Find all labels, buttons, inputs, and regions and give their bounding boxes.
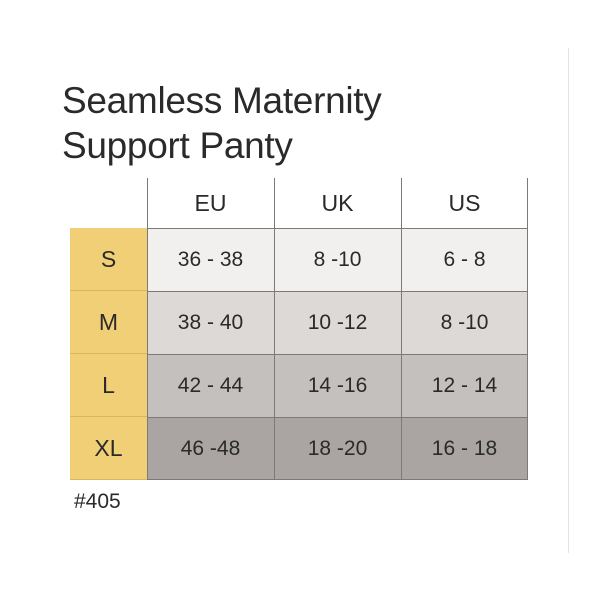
- table-cell-s-us: 6 - 8: [401, 228, 528, 291]
- table-cell-s-eu: 36 - 38: [147, 228, 274, 291]
- table-cell-m-us: 8 -10: [401, 291, 528, 354]
- grid-line: [147, 479, 528, 480]
- grid-line: [147, 178, 148, 480]
- table-cell-xl-us: 16 - 18: [401, 417, 528, 480]
- column-header-uk: UK: [321, 189, 354, 216]
- table-cell-xl-uk: 18 -20: [274, 417, 401, 480]
- grid-line: [147, 417, 528, 418]
- grid-line: [147, 354, 528, 355]
- column-header-eu: EU: [194, 189, 227, 216]
- table-cell-l-us: 12 - 14: [401, 354, 528, 417]
- size-label-s: S: [70, 228, 147, 291]
- grid-line: [401, 178, 402, 480]
- right-divider: [568, 48, 569, 553]
- size-label-m: M: [70, 291, 147, 354]
- table-cell-m-uk: 10 -12: [274, 291, 401, 354]
- size-label-xl: XL: [70, 417, 147, 480]
- grid-line: [147, 291, 528, 292]
- grid-line: [274, 178, 275, 480]
- table-cell-l-uk: 14 -16: [274, 354, 401, 417]
- grid-line: [147, 228, 528, 229]
- table-cell-m-eu: 38 - 40: [147, 291, 274, 354]
- size-label-l: L: [70, 354, 147, 417]
- column-header-us: US: [448, 189, 481, 216]
- table-cell-s-uk: 8 -10: [274, 228, 401, 291]
- grid-line: [527, 178, 528, 480]
- table-cell-l-eu: 42 - 44: [147, 354, 274, 417]
- style-code: #405: [74, 490, 121, 513]
- title-line-1: Seamless Maternity: [62, 80, 382, 121]
- page-title: Seamless Maternity Support Panty: [62, 78, 382, 168]
- title-line-2: Support Panty: [62, 125, 293, 166]
- table-cell-xl-eu: 46 -48: [147, 417, 274, 480]
- size-chart-table: EU UK US S 36 - 38 8 -10 6 - 8 M 38 - 40…: [70, 178, 528, 480]
